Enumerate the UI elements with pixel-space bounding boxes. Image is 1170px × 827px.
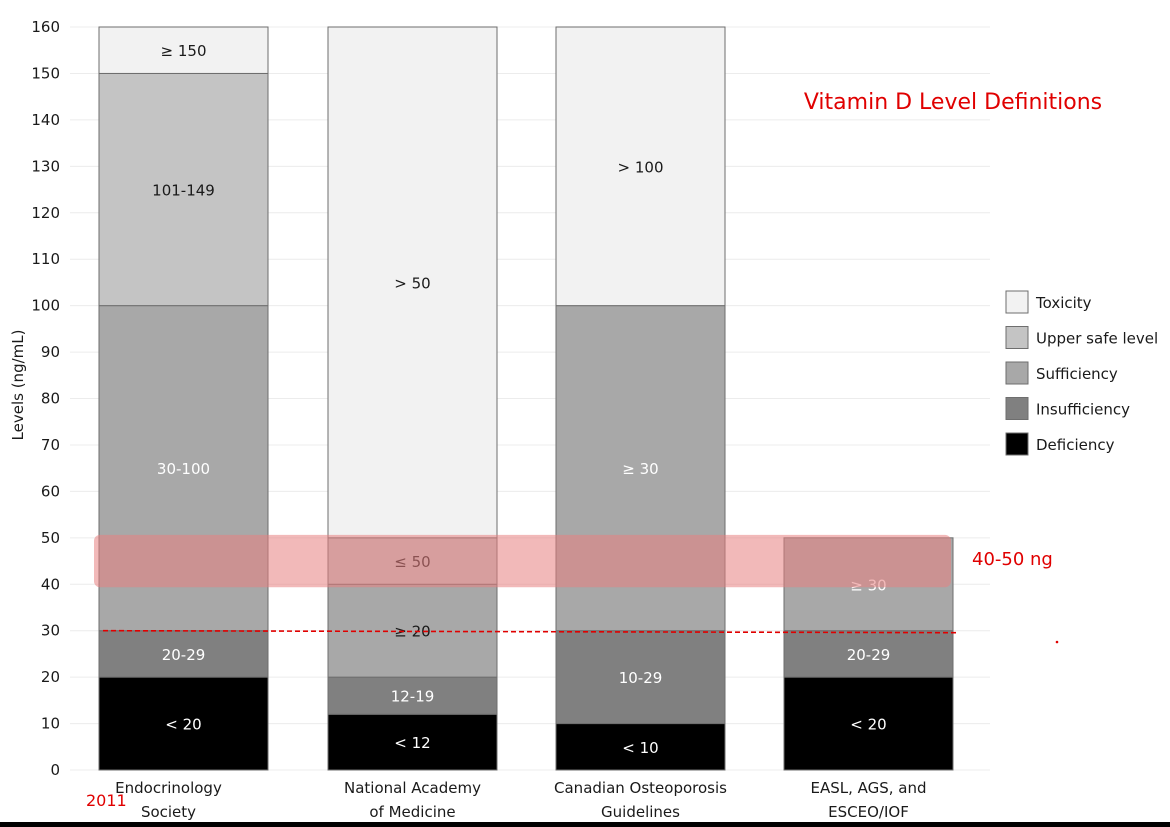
bar-segment	[327, 583, 498, 678]
band-rect	[94, 534, 951, 588]
y-tick-label: 110	[31, 250, 60, 268]
x-axis-labels: Endocrinology Society National Academy of M…	[115, 779, 926, 821]
segment-label: 101-149	[152, 182, 215, 200]
category-label: Canadian Osteoporosis	[554, 779, 727, 797]
y-tick-label: 50	[41, 529, 60, 547]
red-dot	[1055, 640, 1059, 644]
category-label: EASL, AGS, and	[810, 779, 926, 797]
legend-swatch	[1005, 290, 1029, 314]
year-label: 2011	[86, 791, 127, 810]
bar-segment	[555, 723, 726, 771]
segment-label: < 10	[622, 739, 658, 757]
bar-segment	[555, 630, 726, 725]
segment-label: < 12	[394, 734, 430, 752]
legend-label: Toxicity	[1035, 294, 1092, 312]
y-tick-label: 0	[50, 761, 60, 779]
category-label: ESCEO/IOF	[828, 803, 909, 821]
legend-label: Upper safe level	[1036, 330, 1158, 348]
highlight-band	[94, 534, 951, 588]
y-tick-label: 10	[41, 715, 60, 733]
segment-label: 12-19	[391, 688, 435, 706]
dashed-line	[102, 629, 957, 634]
category-label: Endocrinology	[115, 779, 222, 797]
segment-label: 10-29	[619, 669, 663, 687]
bar-segment	[98, 630, 269, 678]
segment-label: ≥ 150	[161, 42, 207, 60]
segment-label: > 50	[394, 274, 430, 292]
bar-segment	[783, 676, 954, 771]
legend-swatch	[1005, 361, 1029, 385]
segment-label: ≥ 30	[622, 460, 658, 478]
segment-label: < 20	[165, 716, 201, 734]
legend-label: Deficiency	[1036, 436, 1115, 454]
segment-label: 20-29	[162, 646, 206, 664]
y-tick-label: 130	[31, 157, 60, 175]
bar-segment	[327, 713, 498, 771]
y-tick-label: 60	[41, 482, 60, 500]
chart-title: Vitamin D Level Definitions	[804, 90, 1102, 115]
bar-segment	[98, 72, 269, 307]
bar-segment	[555, 26, 726, 307]
segment-label: ≥ 20	[394, 623, 430, 641]
y-axis-label: Levels (ng/mL)	[9, 330, 27, 441]
bar-segment	[327, 26, 498, 539]
category-label: Society	[141, 803, 196, 821]
y-axis-ticks: 0 10 20 30 40 50 60 70 80 90 100 110 120 130 140 150 160	[31, 18, 60, 779]
segment-label: > 100	[618, 158, 664, 176]
bottom-border	[0, 822, 1170, 827]
y-tick-label: 40	[41, 575, 60, 593]
category-label: National Academy	[344, 779, 481, 797]
y-tick-label: 20	[41, 668, 60, 686]
segment-label: 20-29	[847, 646, 891, 664]
y-tick-label: 140	[31, 111, 60, 129]
y-tick-label: 90	[41, 343, 60, 361]
bar: < 10 10-29 ≥ 30 > 100	[555, 26, 726, 771]
segment-label: 30-100	[157, 460, 210, 478]
segment-label: < 20	[850, 716, 886, 734]
y-tick-label: 80	[41, 390, 60, 408]
y-tick-label: 150	[31, 64, 60, 82]
bar-segment	[327, 676, 498, 715]
legend: Toxicity Upper safe level Sufficiency Insuf…	[1005, 290, 1158, 456]
threshold-line	[102, 629, 1059, 644]
band-label: 40-50 ng	[972, 549, 1053, 570]
legend-label: Sufficiency	[1036, 365, 1118, 383]
category-label: of Medicine	[369, 803, 455, 821]
y-tick-label: 120	[31, 204, 60, 222]
legend-label: Insufficiency	[1036, 401, 1130, 419]
y-tick-label: 70	[41, 436, 60, 454]
category-label: Guidelines	[601, 803, 680, 821]
y-tick-label: 30	[41, 622, 60, 640]
legend-swatch	[1005, 326, 1029, 349]
legend-swatch	[1005, 397, 1029, 420]
y-tick-label: 160	[31, 18, 60, 36]
legend-swatch	[1005, 432, 1029, 456]
bar-segment	[98, 26, 269, 74]
y-tick-label: 100	[31, 297, 60, 315]
bar-segment	[98, 676, 269, 771]
bar: < 20 20-29 30-100 101-149 ≥ 150	[98, 26, 269, 771]
